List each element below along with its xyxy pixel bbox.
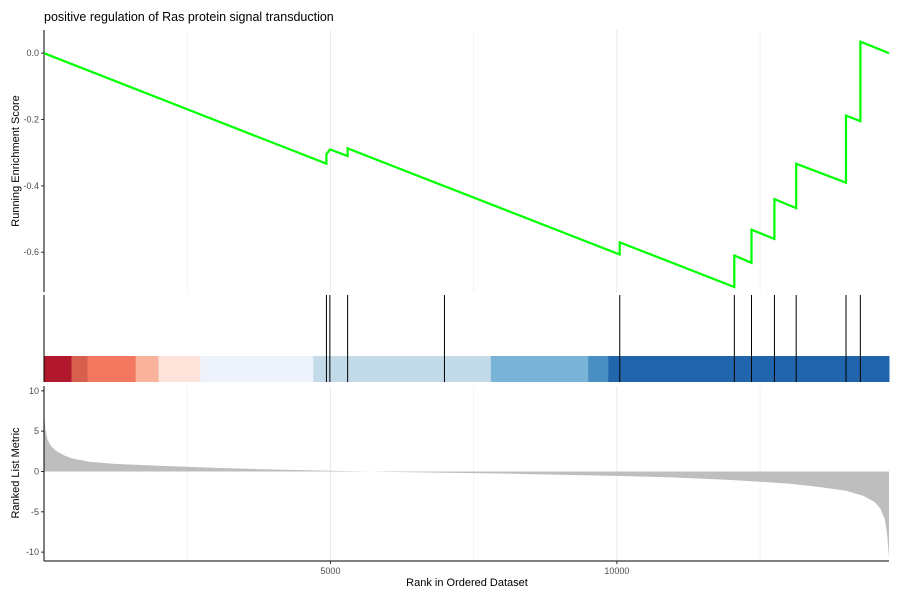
metric-y-tick-label: -10 <box>26 547 39 557</box>
x-axis: 5000 10000 <box>44 560 889 576</box>
rank-color-band <box>588 356 609 382</box>
es-y-tick-label: -0.4 <box>23 181 39 191</box>
metric-y-tick-label: -5 <box>31 507 39 517</box>
es-y-tick-label: -0.6 <box>23 247 39 257</box>
es-y-tick-label: 0.0 <box>26 48 39 58</box>
rank-color-band <box>87 356 137 382</box>
running-score-line <box>43 39 890 289</box>
x-tick-label: 5000 <box>320 566 340 576</box>
rank-color-band <box>608 356 890 382</box>
ranked-metric-panel: 10 5 0 -5 -10 <box>26 386 889 561</box>
metric-y-tick-label: 10 <box>29 386 39 396</box>
x-tick-label: 10000 <box>604 566 629 576</box>
rank-color-band <box>158 356 201 382</box>
rank-color-band <box>71 356 89 382</box>
metric-y-tick-label: 5 <box>34 426 39 436</box>
x-axis-title: Rank in Ordered Dataset <box>406 577 528 589</box>
running-score-panel: 0.0 -0.2 -0.4 -0.6 <box>23 30 890 292</box>
chart-title: positive regulation of Ras protein signa… <box>44 10 334 24</box>
hit-positions-panel <box>43 295 890 382</box>
ranked-metric-area <box>44 411 889 558</box>
es-y-tick-label: -0.2 <box>23 115 39 125</box>
rank-color-band <box>490 356 589 382</box>
rank-color-band <box>44 356 72 382</box>
rank-color-band <box>135 356 160 382</box>
rank-color-band <box>200 356 314 382</box>
metric-axis-title: Ranked List Metric <box>10 427 22 519</box>
metric-y-tick-label: 0 <box>34 466 39 476</box>
rank-color-band <box>313 356 492 382</box>
es-axis-title: Running Enrichment Score <box>10 95 22 226</box>
